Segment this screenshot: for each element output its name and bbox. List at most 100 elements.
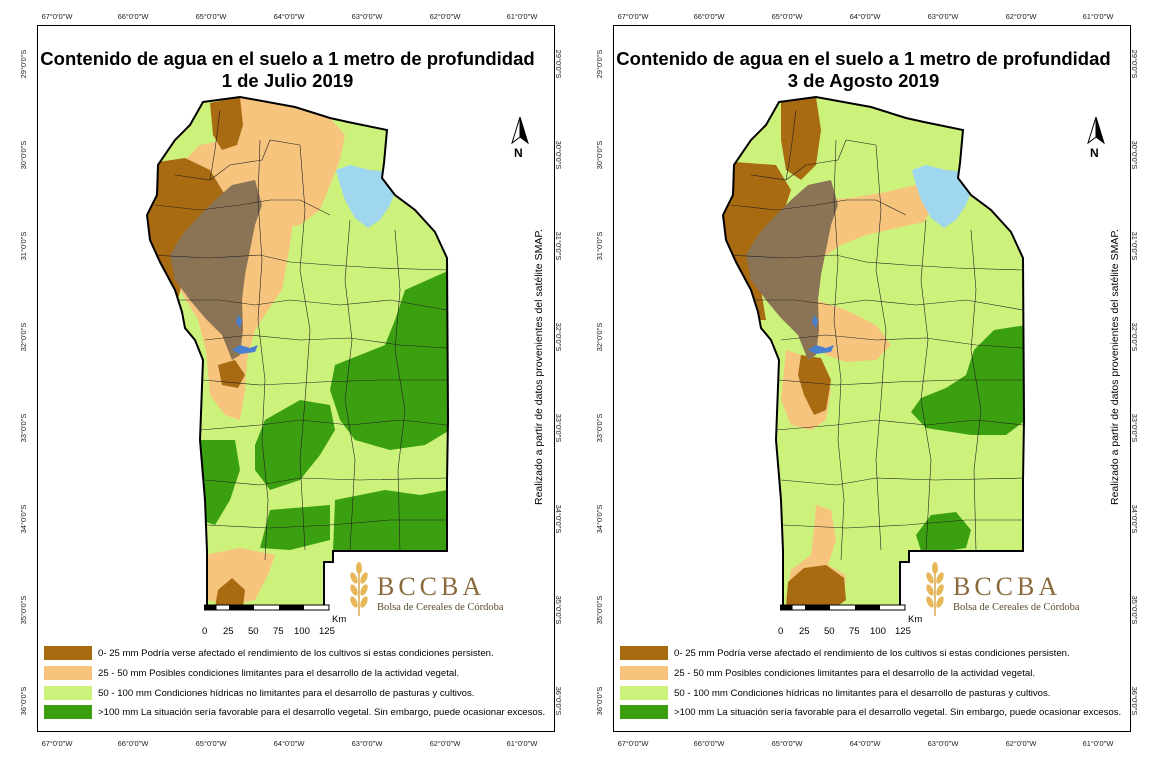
map-panel-july: 67°0'0"W 66°0'0"W 65°0'0"W 64°0'0"W 63°0…	[0, 0, 575, 762]
lon-label-top: 65°0'0"W	[195, 12, 227, 21]
lon-label-bottom: 62°0'0"W	[1005, 739, 1037, 748]
legend-swatch	[620, 666, 668, 680]
map-date: 3 de Agosto 2019	[787, 70, 940, 91]
scale-tick: 100	[870, 626, 886, 637]
lon-label-top: 67°0'0"W	[41, 12, 73, 21]
legend-label: 0- 25 mm Podría verse afectado el rendim…	[98, 647, 494, 659]
zone-gt-100mm	[916, 512, 971, 551]
scale-tick: 50	[824, 626, 835, 637]
lon-label-top: 65°0'0"W	[771, 12, 803, 21]
legend-item: 0- 25 mm Podría verse afectado el rendim…	[44, 645, 494, 661]
embalse-rio-tercero	[808, 345, 834, 354]
north-label: N	[514, 146, 523, 160]
lon-label-bottom: 67°0'0"W	[617, 739, 649, 748]
data-source-credit: Realizado a partir de datos provenientes…	[1109, 229, 1121, 505]
zone-0-25mm	[218, 360, 245, 388]
lon-label-top: 66°0'0"W	[693, 12, 725, 21]
legend-swatch	[620, 705, 668, 719]
lon-label-top: 61°0'0"W	[1082, 12, 1114, 21]
scale-tick: 100	[294, 626, 310, 637]
legend-swatch	[44, 666, 92, 680]
department-boundaries	[725, 109, 1024, 561]
lon-label-bottom: 63°0'0"W	[351, 739, 383, 748]
data-source-credit: Realizado a partir de datos provenientes…	[533, 229, 545, 505]
legend-label: 25 - 50 mm Posibles condiciones limitant…	[98, 667, 460, 679]
zone-0-25mm	[210, 97, 243, 150]
logo-subtitle: Bolsa de Cereales de Córdoba	[377, 602, 504, 613]
laguna-mar-chiquita	[336, 165, 398, 228]
lon-label-bottom: 67°0'0"W	[41, 739, 73, 748]
logo-subtitle: Bolsa de Cereales de Córdoba	[953, 602, 1080, 613]
lon-label-bottom: 65°0'0"W	[771, 739, 803, 748]
legend-item: 25 - 50 mm Posibles condiciones limitant…	[620, 665, 1035, 681]
map-title: Contenido de agua en el suelo a 1 metro …	[40, 48, 535, 69]
scale-tick: 0	[202, 626, 208, 637]
zone-0-25mm	[215, 578, 245, 607]
sierras	[746, 180, 838, 360]
lon-label-top: 64°0'0"W	[849, 12, 881, 21]
embalse-rio-tercero	[232, 345, 258, 354]
wheat-icon	[926, 562, 944, 616]
legend-label: >100 mm La situación sería favorable par…	[98, 706, 546, 718]
scale-unit: Km	[908, 614, 923, 625]
legend-item: 25 - 50 mm Posibles condiciones limitant…	[44, 665, 459, 681]
department-boundaries	[149, 109, 448, 561]
zone-gt-100mm	[195, 440, 240, 525]
laguna-mar-chiquita	[912, 165, 974, 228]
map-date: 1 de Julio 2019	[221, 70, 354, 91]
province-map	[145, 95, 450, 608]
lon-label-bottom: 66°0'0"W	[693, 739, 725, 748]
lon-label-top: 63°0'0"W	[351, 12, 383, 21]
bccba-logo: BCCBA Bolsa de Cereales de Córdoba	[345, 560, 515, 620]
province-map	[721, 95, 1026, 608]
zone-0-25mm	[798, 355, 831, 415]
legend-item: 0- 25 mm Podría verse afectado el rendim…	[620, 645, 1070, 661]
lon-label-bottom: 61°0'0"W	[1082, 739, 1114, 748]
lon-label-bottom: 66°0'0"W	[117, 739, 149, 748]
scale-tick: 75	[273, 626, 284, 637]
zone-gt-100mm	[260, 505, 330, 550]
legend-item: 50 - 100 mm Condiciones hídricas no limi…	[44, 685, 474, 701]
zone-0-25mm	[786, 565, 846, 607]
lon-label-top: 62°0'0"W	[429, 12, 461, 21]
embalse	[812, 315, 818, 328]
wheat-icon	[350, 562, 368, 616]
north-arrow-icon	[1087, 116, 1105, 145]
lon-label-top: 64°0'0"W	[273, 12, 305, 21]
logo-wordmark: BCCBA	[377, 572, 486, 601]
legend-swatch	[44, 705, 92, 719]
legend-swatch	[620, 646, 668, 660]
legend-label: 0- 25 mm Podría verse afectado el rendim…	[674, 647, 1070, 659]
lon-label-top: 63°0'0"W	[927, 12, 959, 21]
lon-label-bottom: 64°0'0"W	[849, 739, 881, 748]
north-label: N	[1090, 146, 1099, 160]
sierras	[170, 180, 262, 360]
scale-bar	[780, 604, 906, 611]
lon-label-bottom: 63°0'0"W	[927, 739, 959, 748]
map-panel-august: 67°0'0"W 66°0'0"W 65°0'0"W 64°0'0"W 63°0…	[576, 0, 1151, 762]
legend-item: >100 mm La situación sería favorable par…	[44, 704, 545, 720]
legend-swatch	[620, 686, 668, 700]
scale-tick: 125	[895, 626, 911, 637]
north-arrow-icon	[511, 116, 529, 145]
province-boundary	[145, 95, 450, 608]
lon-label-bottom: 65°0'0"W	[195, 739, 227, 748]
legend-item: >100 mm La situación sería favorable par…	[620, 704, 1121, 720]
zone-0-25mm	[148, 158, 225, 300]
zone-25-50mm	[265, 108, 345, 228]
lon-label-bottom: 61°0'0"W	[506, 739, 538, 748]
scale-unit: Km	[332, 614, 347, 625]
lon-label-top: 66°0'0"W	[117, 12, 149, 21]
logo-wordmark: BCCBA	[953, 572, 1062, 601]
zone-0-25mm	[781, 97, 821, 180]
lon-label-top: 67°0'0"W	[617, 12, 649, 21]
lon-label-top: 61°0'0"W	[506, 12, 538, 21]
lon-label-bottom: 62°0'0"W	[429, 739, 461, 748]
lon-label-bottom: 64°0'0"W	[273, 739, 305, 748]
scale-tick: 125	[319, 626, 335, 637]
legend-label: >100 mm La situación sería favorable par…	[674, 706, 1122, 718]
legend-label: 25 - 50 mm Posibles condiciones limitant…	[674, 667, 1036, 679]
scale-tick: 50	[248, 626, 259, 637]
zone-gt-100mm	[333, 490, 447, 551]
legend-swatch	[44, 686, 92, 700]
